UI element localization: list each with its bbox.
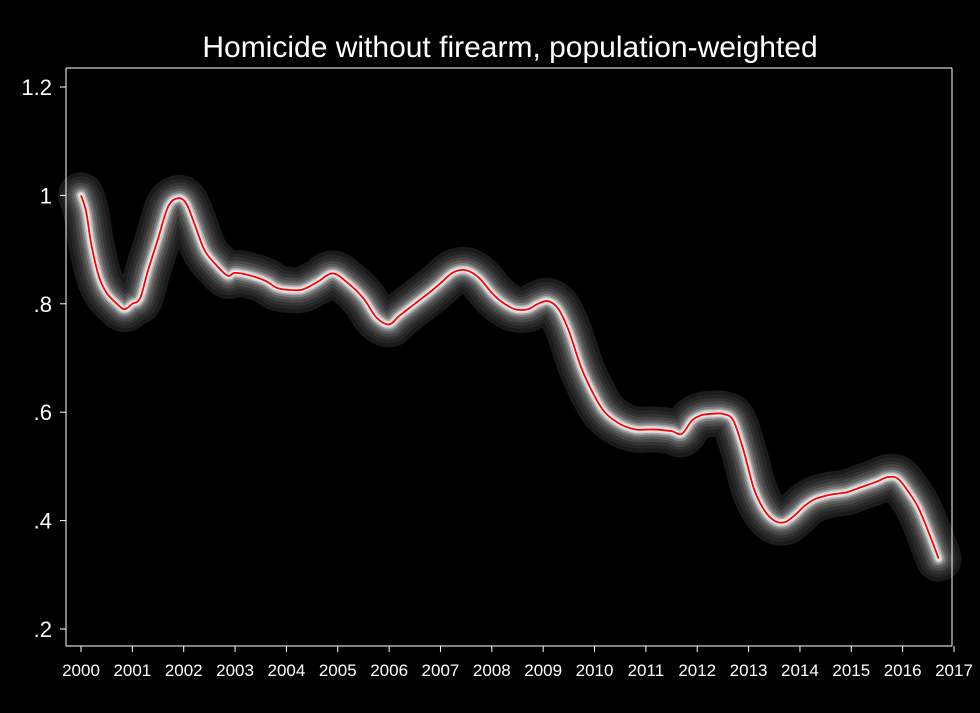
- y-tick-label: .8: [34, 292, 52, 317]
- y-tick-label: .2: [34, 617, 52, 642]
- x-tick-label: 2015: [832, 661, 870, 680]
- y-tick-label: .6: [34, 400, 52, 425]
- x-tick-label: 2008: [473, 661, 511, 680]
- chart-title: Homicide without firearm, population-wei…: [202, 31, 817, 64]
- x-tick-label: 2017: [935, 661, 973, 680]
- x-tick-label: 2001: [113, 661, 151, 680]
- axes: [65, 67, 953, 647]
- y-tick-label: 1.2: [21, 75, 52, 100]
- x-tick-label: 2003: [216, 661, 254, 680]
- x-tick-label: 2002: [165, 661, 203, 680]
- y-tick-label: .4: [34, 509, 52, 534]
- x-tick-label: 2004: [267, 661, 305, 680]
- x-tick-label: 2011: [628, 661, 665, 680]
- x-axis-ticks: 2000 2001 2002 2003 2004 2005 2006 2007 2008 2009…: [62, 646, 973, 680]
- y-axis-ticks: .2 .4 .6 .8 1 1.2: [21, 75, 66, 642]
- x-tick-label: 2013: [730, 661, 768, 680]
- x-tick-label: 2007: [422, 661, 460, 680]
- x-tick-label: 2010: [576, 661, 614, 680]
- series-line-path: [80, 195, 940, 559]
- x-tick-label: 2009: [524, 661, 562, 680]
- y-tick-label: 1: [40, 183, 52, 208]
- x-tick-label: 2012: [678, 661, 716, 680]
- x-tick-label: 2014: [781, 661, 819, 680]
- x-tick-label: 2000: [62, 661, 100, 680]
- x-tick-label: 2005: [319, 661, 357, 680]
- x-tick-label: 2016: [884, 661, 922, 680]
- series-line: [80, 195, 940, 559]
- x-tick-label: 2006: [370, 661, 408, 680]
